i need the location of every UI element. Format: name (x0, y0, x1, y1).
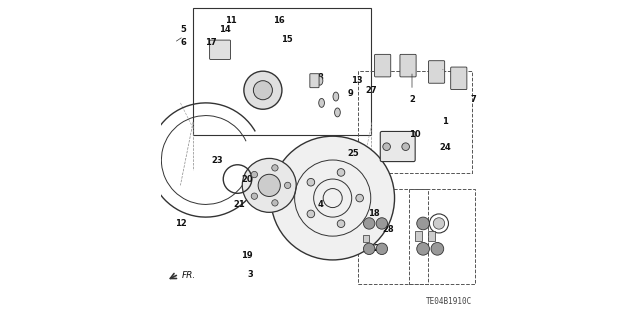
Bar (363, 235, 369, 243)
FancyBboxPatch shape (429, 61, 445, 83)
Text: 7: 7 (471, 95, 477, 104)
Ellipse shape (335, 108, 340, 117)
Text: 10: 10 (410, 130, 421, 139)
Ellipse shape (319, 99, 324, 107)
Text: 14: 14 (219, 25, 230, 35)
FancyBboxPatch shape (310, 74, 319, 88)
Bar (415, 231, 422, 241)
Circle shape (258, 174, 280, 196)
FancyBboxPatch shape (210, 40, 230, 60)
Bar (409, 188, 476, 284)
Text: 2: 2 (409, 95, 415, 104)
FancyBboxPatch shape (380, 132, 415, 162)
Text: 21: 21 (233, 200, 245, 209)
FancyBboxPatch shape (400, 54, 416, 77)
Bar (193, 8, 371, 135)
Text: 24: 24 (440, 143, 451, 152)
Text: 22: 22 (368, 244, 380, 253)
Circle shape (307, 179, 315, 186)
Bar (358, 71, 472, 173)
Text: 3: 3 (247, 270, 253, 279)
Circle shape (364, 243, 375, 254)
Circle shape (244, 71, 282, 109)
Circle shape (376, 243, 388, 254)
Circle shape (243, 158, 296, 212)
Circle shape (337, 220, 345, 228)
Circle shape (272, 200, 278, 206)
Text: 13: 13 (351, 76, 362, 85)
Bar (358, 188, 428, 284)
Text: 9: 9 (348, 89, 353, 98)
Text: 8: 8 (317, 73, 323, 82)
Circle shape (251, 172, 257, 178)
Circle shape (307, 210, 315, 218)
FancyBboxPatch shape (451, 67, 467, 90)
Text: 20: 20 (241, 174, 253, 184)
Text: 16: 16 (273, 16, 285, 25)
Text: 1: 1 (442, 117, 448, 126)
Text: 27: 27 (365, 86, 376, 95)
Text: 15: 15 (281, 35, 292, 44)
Text: 4: 4 (317, 200, 323, 209)
Text: 25: 25 (348, 149, 359, 158)
Text: 28: 28 (382, 225, 394, 234)
Circle shape (402, 143, 410, 150)
Circle shape (417, 217, 429, 230)
Circle shape (376, 218, 388, 229)
Ellipse shape (333, 92, 339, 101)
Text: 6: 6 (180, 38, 186, 47)
Circle shape (337, 169, 345, 176)
Bar (428, 231, 435, 241)
Circle shape (383, 143, 390, 150)
Ellipse shape (317, 76, 323, 85)
Text: 5: 5 (180, 25, 186, 35)
Text: 11: 11 (225, 16, 237, 25)
Circle shape (253, 81, 273, 100)
Circle shape (356, 194, 364, 202)
Text: 12: 12 (175, 219, 186, 228)
Circle shape (251, 193, 257, 199)
Text: 17: 17 (205, 38, 216, 47)
Circle shape (271, 136, 394, 260)
Text: 18: 18 (368, 209, 380, 219)
Circle shape (284, 182, 291, 188)
Circle shape (417, 243, 429, 255)
Text: 19: 19 (241, 251, 253, 260)
FancyBboxPatch shape (374, 54, 391, 77)
Circle shape (364, 218, 375, 229)
Circle shape (272, 165, 278, 171)
Text: TE04B1910C: TE04B1910C (426, 297, 472, 306)
Circle shape (431, 243, 444, 255)
Circle shape (433, 218, 445, 229)
Text: 23: 23 (211, 156, 223, 164)
Text: FR.: FR. (182, 271, 196, 280)
